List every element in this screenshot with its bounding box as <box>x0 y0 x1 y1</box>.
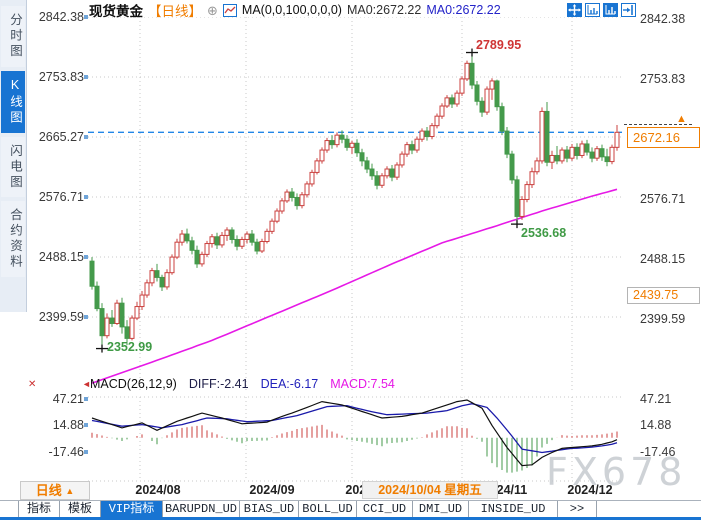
ma-value-1: MA0:2672.22 <box>346 3 422 17</box>
low-price-annotation: 2536.68 <box>521 226 567 240</box>
current-price-box[interactable]: 2672.16 <box>627 127 700 148</box>
secondary-price-box: 2439.75 <box>627 287 700 304</box>
sidebar-item-闪电图[interactable]: 闪电图 <box>1 136 25 197</box>
tab-BIAS_UD[interactable]: BIAS_UD <box>240 501 299 518</box>
current-price-dash <box>624 124 692 125</box>
price-label-right: 2488.15 <box>640 252 686 266</box>
x-axis-label: 2024/08 <box>135 483 181 497</box>
x-axis-label: 2024/09 <box>249 483 295 497</box>
axis-tick[interactable] <box>84 15 88 19</box>
macd-dea-value: DEA:-6.17 <box>260 377 319 391</box>
indicator-tab-bar: 指标 模板 VIP指标 BARUPDN_UD BIAS_UD BOLL_UD CCI_UD D… <box>0 500 701 518</box>
axis-tick[interactable] <box>84 195 88 199</box>
panel-collapse-icon[interactable]: ◄ <box>82 379 91 389</box>
price-label-right: 2842.38 <box>640 12 686 26</box>
axis-tick[interactable] <box>84 423 88 427</box>
tab-bar-spacer <box>0 501 19 518</box>
tab-BARUPDN_UD[interactable]: BARUPDN_UD <box>163 501 240 518</box>
watermark: FX678 <box>546 450 687 494</box>
macd-close-icon[interactable]: ✕ <box>28 379 37 390</box>
tab-指标[interactable]: 指标 <box>19 501 60 518</box>
price-label-left: 2488.15 <box>38 250 84 264</box>
exit-chart-icon[interactable] <box>621 3 636 17</box>
price-label-left: 2842.38 <box>38 10 84 24</box>
axis-chart-icon[interactable] <box>585 3 600 17</box>
macd-label-left: -17.46 <box>48 445 84 459</box>
sidebar: 分时图 K线图闪电图合约资料 <box>0 0 27 312</box>
tab-VIP指标[interactable]: VIP指标 <box>101 501 163 518</box>
sidebar-item-K线图[interactable]: K线图 <box>1 70 25 133</box>
symbol-name: 现货黄金 <box>89 4 143 19</box>
price-label-left: 2665.27 <box>38 130 84 144</box>
macd-label-right: 14.88 <box>640 418 672 432</box>
tab-DMI_UD[interactable]: DMI_UD <box>413 501 469 518</box>
bar-chart-icon[interactable] <box>603 3 618 17</box>
tab-INSIDE_UD[interactable]: INSIDE_UD <box>469 501 558 518</box>
sidebar-item-分时图[interactable]: 分时图 <box>1 6 25 67</box>
x-axis-label: 2024/12 <box>567 483 613 497</box>
period-up-arrow-icon: ▲ <box>65 486 75 496</box>
tab-模板[interactable]: 模板 <box>60 501 101 518</box>
price-label-left: 2753.83 <box>38 70 84 84</box>
price-label-left: 2576.71 <box>38 190 84 204</box>
macd-macd-value: MACD:7.54 <box>330 377 395 391</box>
price-up-arrow-icon: ▲ <box>676 113 687 125</box>
date-tooltip: 2024/10/04 星期五 <box>362 481 498 499</box>
macd-header: MACD(26,12,9) DIFF:-2.41 DEA:-6.17 MACD:… <box>90 377 395 391</box>
period-selector-button[interactable]: 日线 ▲ <box>20 481 90 500</box>
macd-label-left: 47.21 <box>52 392 84 406</box>
chart-header: 现货黄金 【日线】 ⊕ MA(0,0,100,0,0,0) MA0:2672.2… <box>89 2 501 19</box>
price-label-right: 2753.83 <box>640 72 686 86</box>
axis-tick[interactable] <box>84 135 88 139</box>
axis-tick[interactable] <box>84 315 88 319</box>
sidebar-item-合约资料[interactable]: 合约资料 <box>1 201 25 277</box>
bottom-border <box>0 517 701 520</box>
period-label: 【日线】 <box>148 4 202 19</box>
chart-toolbar <box>567 3 636 17</box>
ma-value-2: MA0:2672.22 <box>426 3 501 17</box>
tab->>[interactable]: >> <box>558 501 597 518</box>
axis-tick[interactable] <box>84 397 88 401</box>
add-indicator-icon[interactable]: ⊕ <box>207 2 218 18</box>
ma-settings: MA(0,0,100,0,0,0) <box>241 3 342 17</box>
period-selector-label: 日线 <box>35 483 62 498</box>
kline-icon <box>222 3 237 17</box>
peak-price-annotation: 2789.95 <box>476 38 522 52</box>
start-low-annotation: 2352.99 <box>107 340 153 354</box>
axis-tick[interactable] <box>84 450 88 454</box>
axis-tick[interactable] <box>84 75 88 79</box>
tab-BOLL_UD[interactable]: BOLL_UD <box>299 501 357 518</box>
macd-params: MACD(26,12,9) <box>90 377 177 391</box>
macd-label-right: -17.46 <box>640 445 676 459</box>
macd-chart[interactable] <box>88 395 622 483</box>
tab-CCI_UD[interactable]: CCI_UD <box>357 501 413 518</box>
macd-label-right: 47.21 <box>640 392 672 406</box>
price-label-left: 2399.59 <box>38 310 84 324</box>
axis-tick[interactable] <box>84 255 88 259</box>
macd-label-left: 14.88 <box>52 418 84 432</box>
candlestick-chart[interactable] <box>88 17 622 392</box>
macd-diff-value: DIFF:-2.41 <box>188 377 249 391</box>
price-label-right: 2576.71 <box>640 192 686 206</box>
price-label-right: 2399.59 <box>640 312 686 326</box>
move-tool-icon[interactable] <box>567 3 582 17</box>
